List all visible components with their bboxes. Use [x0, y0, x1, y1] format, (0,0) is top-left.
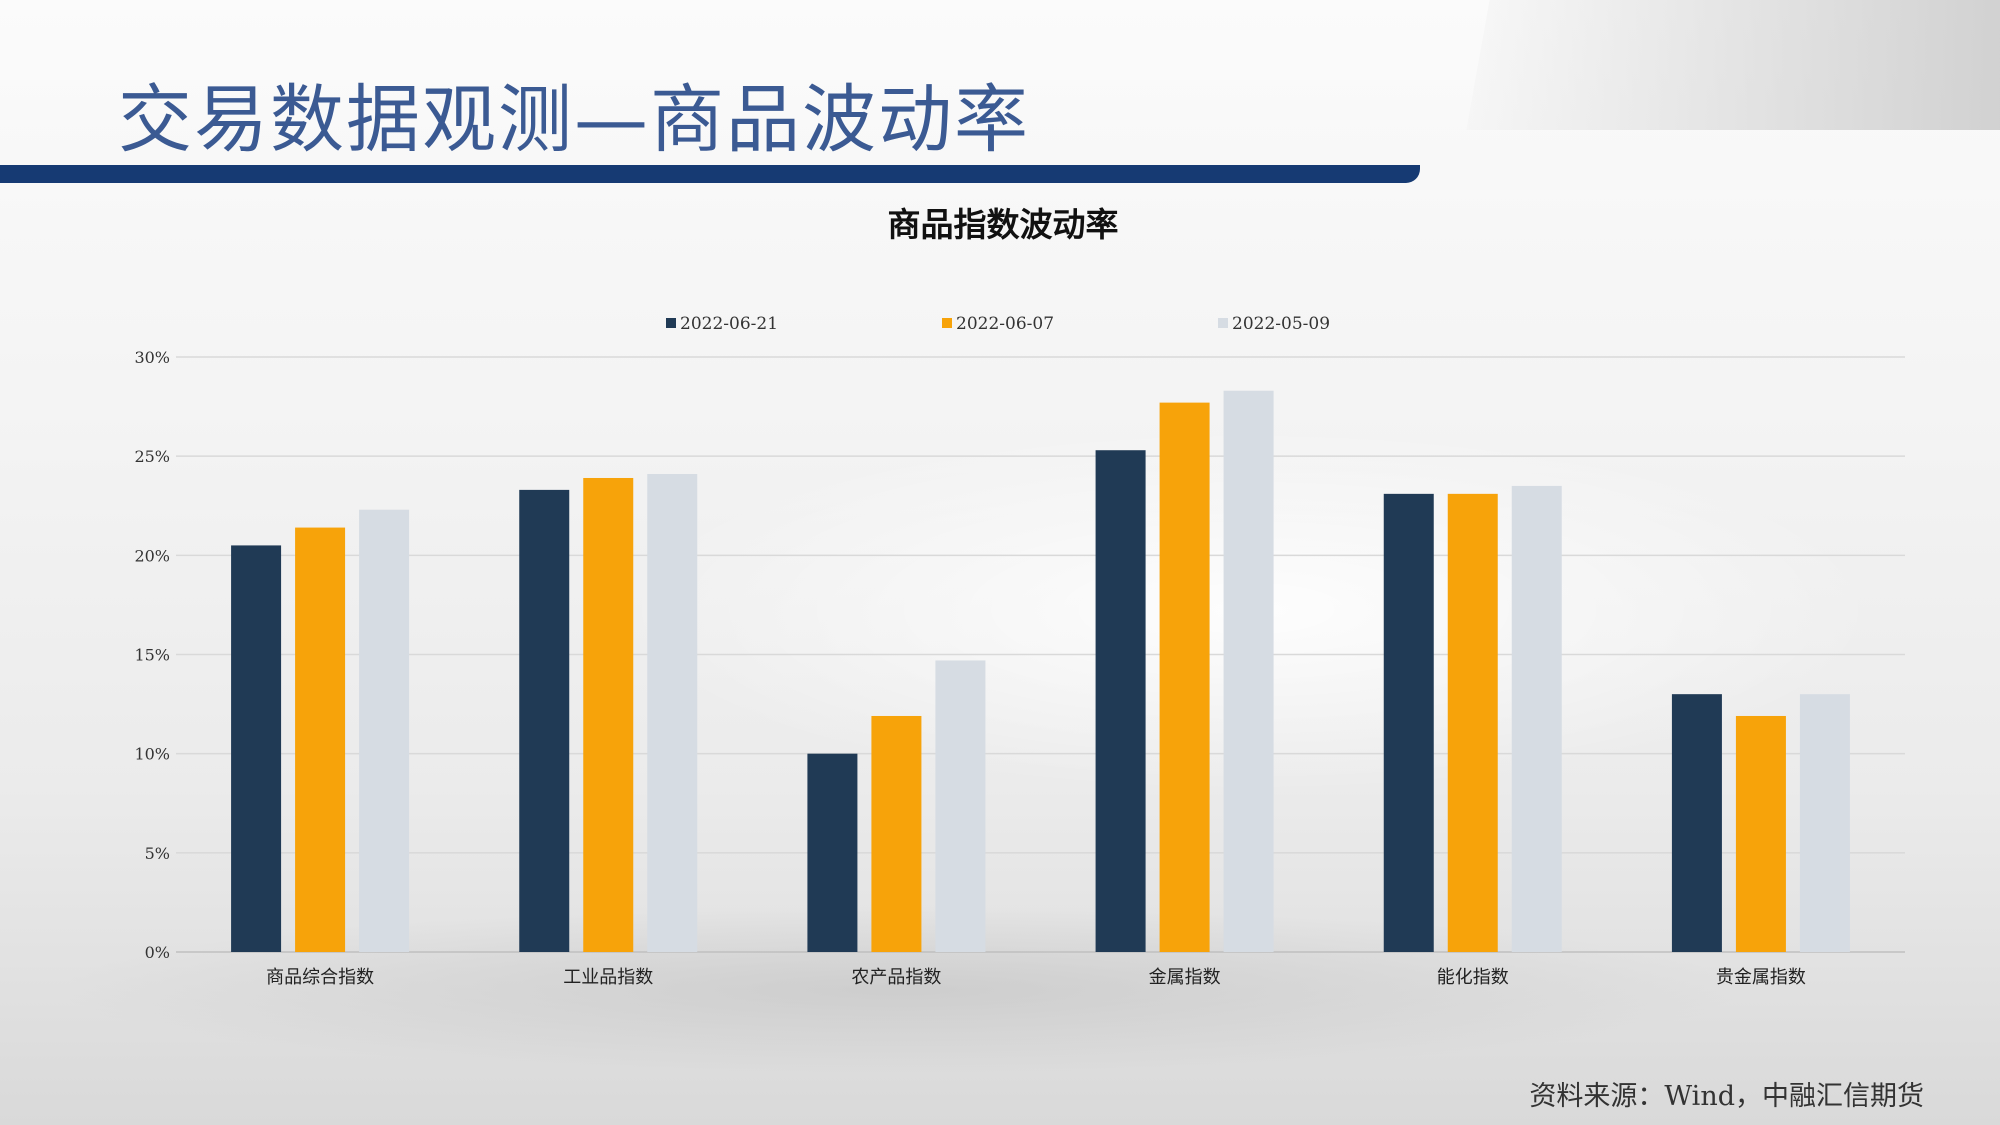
bar: [871, 715, 922, 952]
legend: 2022-06-21 2022-06-07 2022-05-09: [666, 314, 1330, 334]
bars: [231, 390, 1850, 952]
x-tick-label: 农产品指数: [851, 967, 941, 988]
x-tick-label: 商品综合指数: [266, 967, 374, 988]
y-tick-label: 15%: [134, 646, 170, 665]
bar: [1511, 485, 1562, 952]
bar: [1671, 694, 1722, 952]
y-tick-label: 25%: [134, 447, 170, 466]
source-note: 资料来源：Wind，中融汇信期货: [1529, 1081, 1924, 1112]
bar: [359, 509, 410, 952]
bar: [1383, 493, 1434, 952]
x-tick-label: 能化指数: [1437, 967, 1509, 988]
y-axis-ticks: 0% 5% 10% 15% 20% 25% 30%: [134, 348, 170, 962]
grid-lines: [176, 356, 1905, 953]
bar: [231, 545, 282, 952]
bar: [647, 474, 698, 952]
bar: [1159, 402, 1210, 952]
bar: [807, 753, 858, 952]
bar: [583, 477, 634, 952]
x-tick-label: 工业品指数: [563, 967, 653, 988]
bar: [1799, 694, 1850, 952]
chart-title: 商品指数波动率: [888, 205, 1119, 244]
bar: [1095, 450, 1146, 952]
legend-swatch: [666, 318, 676, 328]
legend-label: 2022-06-07: [956, 314, 1054, 334]
legend-swatch: [942, 318, 952, 328]
page-title: 交易数据观测—商品波动率: [118, 77, 1030, 163]
bar: [935, 660, 986, 952]
legend-label: 2022-05-09: [1232, 314, 1330, 334]
legend-label: 2022-06-21: [680, 314, 778, 334]
bar: [1223, 390, 1274, 952]
y-tick-label: 5%: [145, 844, 170, 863]
legend-swatch: [1218, 318, 1228, 328]
y-tick-label: 10%: [134, 745, 170, 764]
x-axis-ticks: 商品综合指数 工业品指数 农产品指数 金属指数 能化指数 贵金属指数: [266, 967, 1806, 988]
header-bar: [0, 165, 1420, 183]
header-shade: [1466, 0, 2000, 130]
x-tick-label: 金属指数: [1149, 967, 1221, 988]
y-tick-label: 0%: [145, 943, 170, 962]
bar: [1735, 715, 1786, 952]
y-tick-label: 30%: [134, 348, 170, 367]
bar: [295, 527, 346, 952]
bar: [519, 489, 570, 952]
y-tick-label: 20%: [134, 546, 170, 565]
x-tick-label: 贵金属指数: [1716, 967, 1806, 988]
bar: [1447, 493, 1498, 952]
